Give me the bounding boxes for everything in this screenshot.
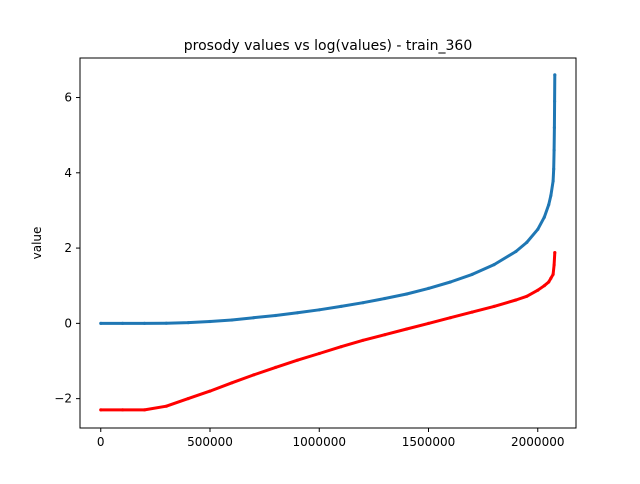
series-1-trace: [99, 251, 557, 412]
series-1-point: [383, 333, 387, 337]
series-1-point: [549, 276, 553, 280]
series-1-point: [252, 373, 256, 377]
series-1-point: [448, 316, 452, 320]
series-0-point: [547, 203, 551, 207]
y-axis-label: value: [30, 227, 44, 260]
series-0-point: [553, 73, 557, 77]
series-1-point: [470, 310, 474, 314]
series-layer: [99, 73, 557, 412]
series-1-point: [208, 389, 212, 393]
series-0-point: [470, 272, 474, 276]
series-0-point: [99, 321, 103, 325]
y-tick-label: −2: [54, 392, 72, 406]
y-tick-label: 2: [64, 241, 72, 255]
series-1-point: [295, 358, 299, 362]
series-0-point: [252, 316, 256, 320]
series-0-point: [230, 318, 234, 322]
series-0-point: [186, 321, 190, 325]
series-0-point: [553, 99, 557, 103]
series-1-point: [339, 345, 343, 349]
ticks-layer: 0 500000 1000000 1500000 2000000 −2 0 2 4 6: [54, 91, 564, 449]
series-0-point: [208, 319, 212, 324]
series-0-point: [383, 296, 387, 301]
series-0-point: [317, 308, 321, 312]
series-0-point: [514, 249, 518, 254]
series-0-point: [164, 321, 168, 325]
series-1-point: [142, 408, 147, 412]
y-tick-label: 0: [64, 316, 72, 330]
x-tick-label: 500000: [187, 435, 233, 449]
series-1-point: [230, 381, 234, 385]
series-0-point: [405, 292, 409, 296]
series-0-point: [448, 280, 452, 284]
x-tick-label: 0: [97, 435, 105, 449]
series-1-point: [547, 280, 551, 284]
series-1-point: [536, 288, 540, 292]
series-0-point: [339, 304, 343, 308]
series-0: [99, 73, 557, 325]
series-1-point: [361, 338, 365, 342]
series-1-point: [186, 397, 190, 401]
series-0-point: [142, 321, 147, 325]
series-0-point: [552, 148, 556, 152]
series-1-point: [317, 351, 321, 356]
series-1-point: [426, 321, 431, 325]
series-1-point: [553, 251, 557, 255]
plot-area-frame: [79, 57, 577, 429]
series-0-point: [426, 286, 431, 290]
series-1: [99, 251, 557, 412]
series-1-point: [514, 298, 518, 302]
series-1-point: [552, 263, 556, 267]
series-1-point: [542, 284, 546, 288]
series-0-point: [536, 227, 540, 231]
series-0-point: [542, 215, 546, 219]
y-tick-label: 6: [64, 91, 72, 105]
chart-title: prosody values vs log(values) - train_36…: [184, 38, 472, 54]
series-0-point: [525, 240, 529, 244]
series-0-point: [552, 126, 557, 130]
x-tick-label: 2000000: [511, 435, 564, 449]
series-0-point: [552, 167, 556, 171]
y-tick-label: 4: [64, 166, 72, 180]
series-0-point: [274, 313, 278, 318]
series-1-point: [492, 304, 496, 308]
series-0-point: [492, 263, 496, 267]
series-0-point: [121, 321, 125, 325]
x-tick-label: 1000000: [293, 435, 346, 449]
series-1-point: [164, 404, 168, 408]
series-0-point: [295, 311, 299, 315]
series-1-point: [274, 365, 278, 369]
series-1-point: [121, 408, 125, 412]
series-0-point: [361, 301, 365, 305]
series-1-point: [525, 294, 529, 298]
series-1-point: [551, 272, 555, 276]
series-1-point: [99, 408, 103, 412]
series-0-point: [551, 179, 555, 183]
series-0-point: [549, 193, 553, 197]
x-tick-label: 1500000: [402, 435, 455, 449]
series-1-point: [405, 327, 409, 331]
